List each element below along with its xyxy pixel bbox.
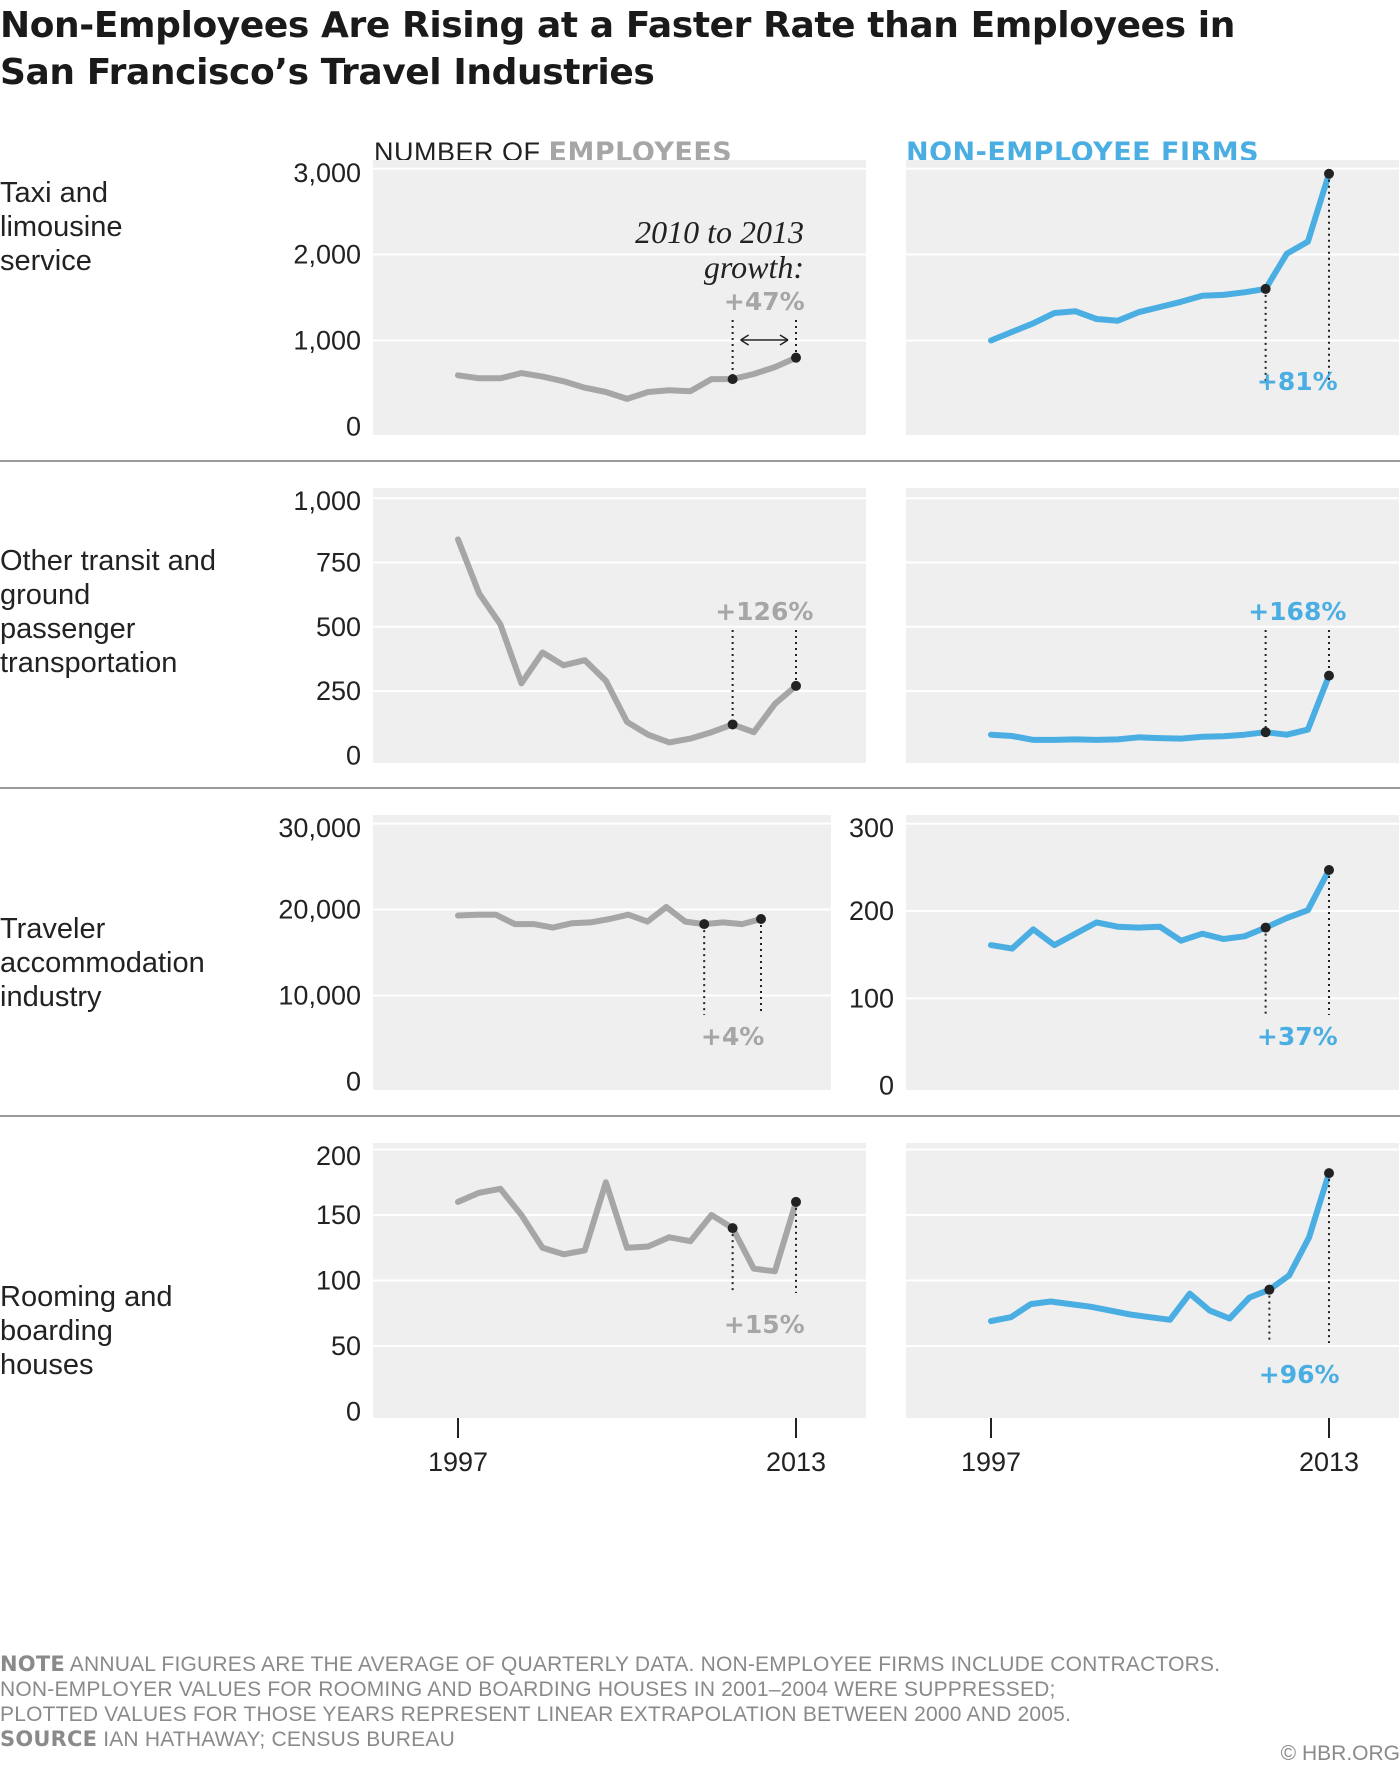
note-line-3: PLOTTED VALUES FOR THOSE YEARS REPRESENT… <box>0 1703 1072 1726</box>
nonemployee-growth-point <box>1260 727 1271 738</box>
arrow-head-left <box>740 334 750 346</box>
employees-ytick-label: 20,000 <box>278 895 361 925</box>
employees-growth-label: +4% <box>701 1022 764 1051</box>
row-label-rooming: Rooming and boarding houses <box>0 1281 173 1381</box>
nonemployee-ytick-label: 300 <box>849 813 894 843</box>
row-label-accommodation: Traveler accommodation industry <box>0 913 205 1013</box>
employees-growth-point <box>727 374 738 385</box>
employees-ytick-label: 1,000 <box>293 486 361 516</box>
nonemployee-growth-label: +81% <box>1257 367 1338 396</box>
employees-ytick-label: 0 <box>346 1396 361 1426</box>
nonemployee-growth-point <box>1260 283 1271 294</box>
note-line-2: NON-EMPLOYER VALUES FOR ROOMING AND BOAR… <box>0 1678 1056 1701</box>
source-line: SOURCE IAN HATHAWAY; CENSUS BUREAU <box>0 1727 1400 1752</box>
nonemployee-xtick-label: 2013 <box>1299 1447 1359 1477</box>
employees-growth-point <box>727 719 738 730</box>
nonemployee-ytick-label: 100 <box>849 983 894 1013</box>
nonemployee-growth-label: +168% <box>1248 597 1346 626</box>
employees-series-line <box>455 904 764 931</box>
employees-growth-point <box>791 680 801 691</box>
employees-growth-label: +15% <box>724 1310 805 1339</box>
source-text: IAN HATHAWAY; CENSUS BUREAU <box>97 1728 455 1751</box>
employees-panel-bg <box>373 815 831 1090</box>
employees-series-line <box>455 536 799 746</box>
nonemployee-growth-point <box>1324 670 1334 681</box>
nonemployee-growth-label: +37% <box>1257 1022 1338 1051</box>
nonemployee-growth-point <box>1324 865 1334 875</box>
employees-growth-label: +47% <box>724 287 805 316</box>
annotation-line-2: growth: <box>704 249 804 285</box>
employees-ytick-label: 500 <box>316 612 361 642</box>
arrow-head-right <box>779 334 789 346</box>
row-label-taxi: Taxi and limousine service <box>0 177 123 277</box>
employees-ytick-label: 10,000 <box>278 980 361 1010</box>
employees-ytick-label: 750 <box>316 548 361 578</box>
employees-ytick-label: 2,000 <box>293 240 361 270</box>
nonemployee-ytick-label: 200 <box>849 896 894 926</box>
employees-panel-bg <box>373 160 866 435</box>
employees-ytick-label: 100 <box>316 1266 361 1296</box>
employees-series-line <box>455 354 799 402</box>
source-label: SOURCE <box>0 1727 98 1751</box>
employees-xtick-label: 1997 <box>428 1447 488 1477</box>
nonemployee-growth-label: +96% <box>1259 1360 1340 1389</box>
nonemployee-series-line <box>988 672 1332 743</box>
employees-ytick-label: 50 <box>331 1331 361 1361</box>
nonemployee-xtick-label: 1997 <box>961 1447 1021 1477</box>
employees-panel-bg <box>373 488 866 763</box>
employees-ytick-label: 3,000 <box>293 158 361 188</box>
employees-ytick-label: 0 <box>346 740 361 770</box>
employees-growth-point <box>756 913 766 924</box>
nonemployee-growth-point <box>1264 1284 1275 1295</box>
employees-ytick-label: 250 <box>316 676 361 706</box>
nonemployee-growth-point <box>1324 1168 1334 1179</box>
nonemployee-panel-bg <box>906 488 1399 763</box>
copyright: © HBR.ORG <box>1280 1742 1400 1765</box>
note-line-1: NOTE ANNUAL FIGURES ARE THE AVERAGE OF Q… <box>0 1652 1400 1677</box>
employees-ytick-label: 0 <box>346 411 361 441</box>
employees-ytick-label: 150 <box>316 1200 361 1230</box>
nonemployee-series-line <box>988 867 1332 952</box>
employees-xtick-label: 2013 <box>766 1447 826 1477</box>
row-label-transit: Other transit and ground passenger trans… <box>0 545 216 679</box>
employees-growth-label: +126% <box>715 597 813 626</box>
employees-ytick-label: 0 <box>346 1066 361 1096</box>
employees-ytick-label: 1,000 <box>293 325 361 355</box>
footnotes: NOTE ANNUAL FIGURES ARE THE AVERAGE OF Q… <box>0 1652 1400 1752</box>
nonemployee-series-line <box>988 170 1332 344</box>
note-label: NOTE <box>0 1652 65 1676</box>
nonemployee-growth-point <box>1260 922 1271 933</box>
nonemployee-growth-point <box>1324 168 1334 179</box>
chart-title: Non-Employees Are Rising at a Faster Rat… <box>0 5 1235 93</box>
employees-ytick-label: 200 <box>316 1141 361 1171</box>
annotation-line-1: 2010 to 2013 <box>635 214 804 250</box>
nonemployee-ytick-label: 0 <box>879 1071 894 1101</box>
employees-ytick-label: 30,000 <box>278 813 361 843</box>
nonemployee-panel-bg <box>906 815 1399 1090</box>
note-text-1: ANNUAL FIGURES ARE THE AVERAGE OF QUARTE… <box>64 1653 1221 1676</box>
employees-growth-point <box>699 919 710 930</box>
employees-growth-point <box>727 1223 738 1234</box>
employees-series-line <box>455 1179 799 1275</box>
employees-growth-point <box>791 1196 801 1207</box>
employees-growth-point <box>791 352 801 363</box>
